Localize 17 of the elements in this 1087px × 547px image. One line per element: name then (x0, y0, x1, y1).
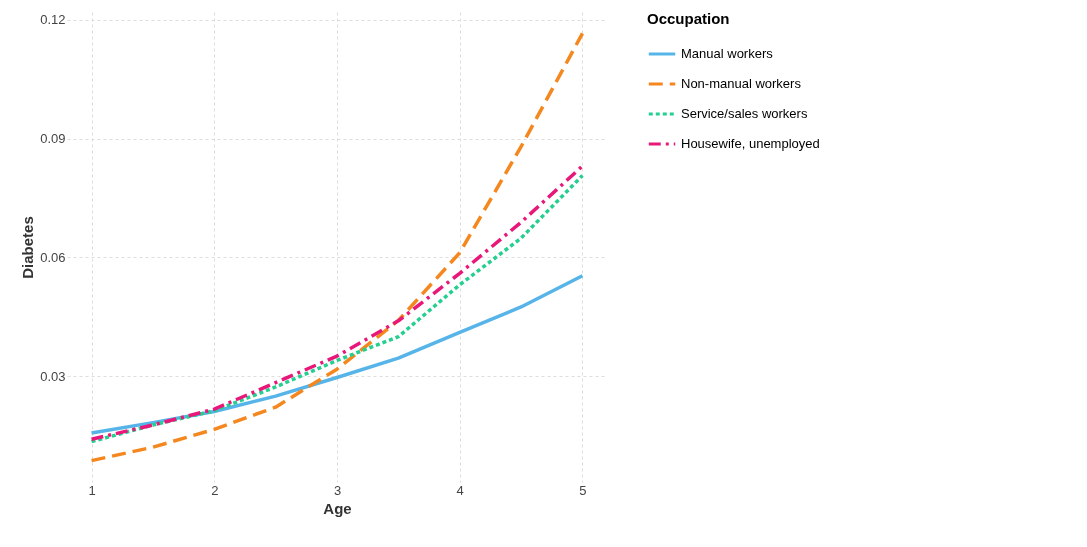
legend-label: Manual workers (681, 46, 774, 61)
y-axis-title: Diabetes (19, 216, 37, 279)
line-series (89, 31, 585, 463)
y-tick-label: 0.06 (40, 249, 66, 265)
y-tick-label: 0.12 (40, 12, 66, 28)
x-tick-label: 1 (88, 482, 96, 498)
x-tick-label: 4 (456, 482, 464, 498)
x-tick-label: 3 (333, 482, 342, 498)
x-axis-title: Age (323, 499, 352, 517)
x-tick-label: 2 (211, 482, 219, 498)
legend-label: Service/sales workers (681, 106, 808, 121)
legend-label: Housewife, unemployed (681, 136, 820, 151)
legend-label: Non-manual workers (681, 76, 802, 91)
y-tick-label: 0.03 (40, 368, 66, 384)
legend-title: Occupation (647, 10, 730, 27)
y-tick-label: 0.09 (40, 131, 66, 147)
x-tick-label: 5 (579, 482, 587, 498)
